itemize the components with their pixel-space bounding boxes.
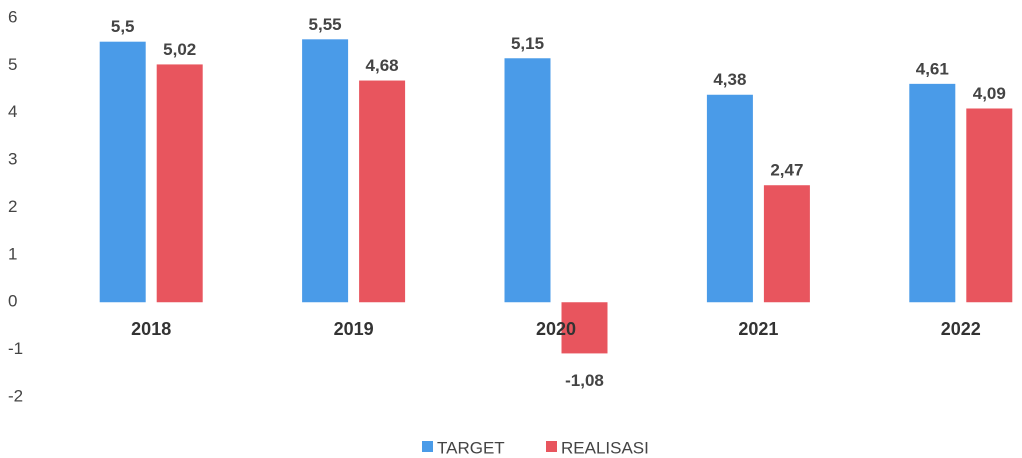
y-tick-label: 3 (8, 150, 17, 169)
bar (302, 39, 349, 303)
y-tick-label: 5 (8, 55, 17, 74)
bar (504, 58, 551, 303)
x-tick-label: 2018 (131, 319, 171, 339)
x-tick-label: 2021 (738, 319, 778, 339)
value-label: 5,02 (163, 40, 196, 59)
value-label: 4,68 (366, 56, 399, 75)
value-label: 5,15 (511, 34, 544, 53)
bar (359, 80, 406, 303)
value-label: 4,38 (713, 70, 746, 89)
legend-swatch (546, 441, 557, 452)
y-tick-label: 0 (8, 292, 17, 311)
legend-label: REALISASI (561, 438, 649, 457)
value-label: -1,08 (565, 371, 604, 390)
value-label: 5,55 (309, 15, 342, 34)
value-label: 4,61 (916, 59, 949, 78)
bar (706, 94, 753, 303)
bar (99, 41, 146, 303)
value-label: 5,5 (111, 17, 135, 36)
bar (909, 83, 956, 303)
bar (156, 64, 203, 303)
x-tick-label: 2020 (536, 319, 576, 339)
y-tick-label: -2 (8, 386, 23, 405)
value-label: 4,09 (973, 84, 1006, 103)
y-tick-label: 6 (8, 7, 17, 26)
y-tick-label: 4 (8, 102, 17, 121)
legend-label: TARGET (437, 438, 505, 457)
value-label: 2,47 (770, 161, 803, 180)
x-tick-label: 2019 (334, 319, 374, 339)
bar (561, 302, 608, 354)
bar (763, 185, 810, 303)
y-tick-label: -1 (8, 339, 23, 358)
x-tick-label: 2022 (941, 319, 981, 339)
bar (966, 108, 1013, 303)
y-tick-label: 1 (8, 244, 17, 263)
legend-swatch (422, 441, 433, 452)
y-tick-label: 2 (8, 197, 17, 216)
